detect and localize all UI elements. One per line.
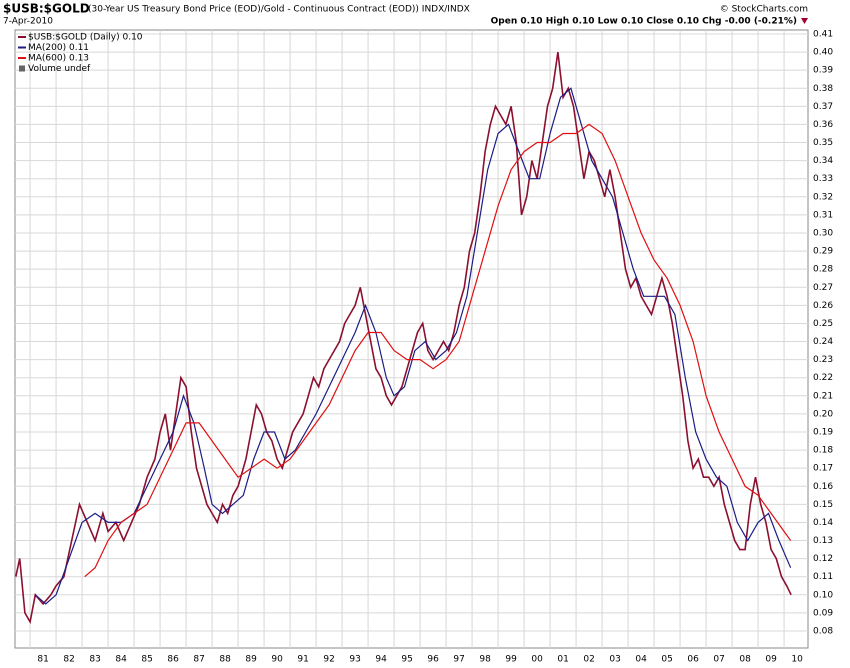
x-tick-label: 95 [401,655,412,665]
y-tick-label: 0.35 [813,138,833,148]
x-tick-label: 97 [453,655,464,665]
x-tick-label: 85 [141,655,152,665]
y-tick-label: 0.34 [813,156,833,166]
y-tick-label: 0.38 [813,84,833,94]
legend-label: $USB:$GOLD (Daily) 0.10 [28,33,143,43]
x-tick-label: 10 [791,655,803,665]
chart-title: $USB:$GOLD [3,2,90,16]
y-tick-label: 0.25 [813,319,833,329]
y-tick-label: 0.13 [813,536,833,546]
y-tick-label: 0.16 [813,482,833,492]
y-tick-label: 0.09 [813,608,833,618]
y-tick-label: 0.29 [813,247,833,257]
y-tick-label: 0.15 [813,500,833,510]
series-line [84,123,792,578]
y-tick-label: 0.37 [813,102,833,112]
series-line [15,51,792,625]
y-tick-label: 0.10 [813,590,833,600]
y-tick-label: 0.27 [813,283,833,293]
y-tick-label: 0.41 [813,29,833,39]
y-tick-label: 0.23 [813,355,833,365]
x-tick-label: 90 [271,655,283,665]
chart-subtitle: (30-Year US Treasury Bond Price (EOD)/Go… [88,5,470,15]
y-tick-label: 0.24 [813,337,833,347]
y-tick-label: 0.22 [813,373,833,383]
x-tick-label: 86 [167,655,179,665]
x-tick-label: 94 [375,655,387,665]
y-tick-label: 0.08 [813,626,833,636]
y-tick-label: 0.30 [813,228,833,238]
x-tick-label: 93 [349,655,360,665]
x-tick-label: 81 [37,655,48,665]
y-tick-label: 0.18 [813,446,833,456]
legend-label: Volume undef [28,64,91,74]
y-tick-label: 0.11 [813,572,833,582]
x-tick-label: 02 [583,655,594,665]
x-tick-label: 06 [687,655,699,665]
legend-label: MA(200) 0.11 [28,43,89,53]
source: © StockCharts.com [720,5,808,15]
x-tick-label: 89 [245,655,257,665]
y-tick-label: 0.14 [813,518,833,528]
y-tick-label: 0.12 [813,554,833,564]
x-tick-label: 03 [609,655,620,665]
x-tick-label: 84 [115,655,127,665]
y-tick-label: 0.20 [813,409,833,419]
y-tick-label: 0.32 [813,192,833,202]
y-tick-label: 0.26 [813,301,833,311]
x-tick-label: 00 [531,655,543,665]
x-tick-label: 98 [479,655,491,665]
x-tick-label: 88 [219,655,231,665]
x-tick-label: 01 [557,655,568,665]
series-line [34,87,792,605]
x-tick-label: 91 [297,655,308,665]
x-tick-label: 05 [661,655,672,665]
x-tick-label: 82 [63,655,74,665]
y-tick-label: 0.39 [813,66,833,76]
x-tick-label: 83 [89,655,100,665]
x-tick-label: 07 [713,655,724,665]
quote: Open 0.10 High 0.10 Low 0.10 Close 0.10 … [491,17,797,27]
x-tick-label: 09 [765,655,777,665]
y-tick-label: 0.40 [813,48,833,58]
chart-date: 7-Apr-2010 [3,17,53,27]
y-tick-label: 0.21 [813,391,833,401]
y-tick-label: 0.33 [813,174,833,184]
x-tick-label: 92 [323,655,334,665]
x-tick-label: 08 [739,655,751,665]
y-tick-label: 0.31 [813,210,833,220]
x-tick-label: 87 [193,655,204,665]
y-tick-label: 0.19 [813,427,833,437]
plot-area [14,29,809,649]
down-arrow [801,18,808,24]
x-tick-label: 04 [635,655,647,665]
y-tick-label: 0.36 [813,120,833,130]
x-tick-label: 96 [427,655,439,665]
legend-swatch [19,65,25,72]
legend-label: MA(600) 0.13 [28,54,89,64]
x-tick-label: 99 [505,655,517,665]
y-tick-label: 0.28 [813,265,833,275]
y-tick-label: 0.17 [813,464,833,474]
